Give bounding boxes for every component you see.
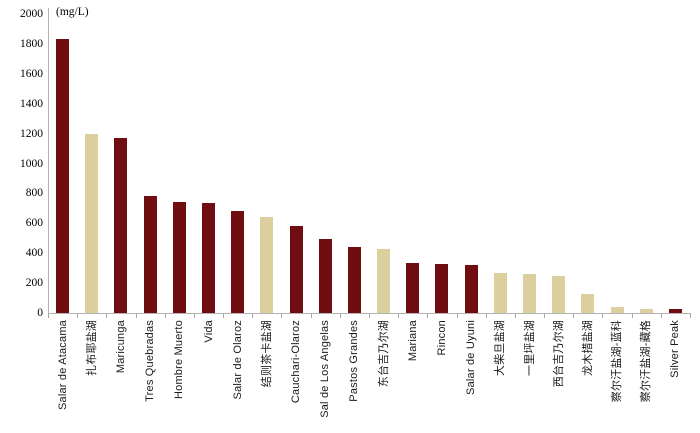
x-axis-tick [164,314,166,318]
x-axis-tick [427,314,429,318]
y-axis-tick-label: 1000 [20,157,43,170]
x-axis-label: Maricunga [114,320,127,374]
bar [668,309,682,313]
y-axis-line [48,8,49,313]
x-axis-tick [106,314,108,318]
x-axis-label: 结则茶卡盐湖 [260,320,273,388]
bar [377,249,391,313]
x-axis-tick [602,314,604,318]
x-axis-label: Salar de Olaroz [231,320,244,400]
x-axis-label: 东台吉乃尔湖 [377,320,390,388]
x-axis-tick [631,314,633,318]
x-axis-tick [48,314,49,318]
bar [464,265,478,313]
x-axis-tick [369,314,370,318]
x-axis-label: Silver Peak [669,320,682,378]
x-axis-label: Salar de Atacama [56,320,69,411]
x-axis-label: 察尔汗盐湖-藏格 [640,320,653,403]
x-axis-label: Sal de Los Angelas [319,320,332,418]
bar [114,138,128,313]
bar [406,262,420,313]
x-axis-label: Pastos Grandes [348,320,361,402]
x-axis-tick [544,314,546,318]
x-axis-label: 察尔汗盐湖-蓝科 [611,320,624,403]
x-axis-label: 扎布耶盐湖 [85,320,98,376]
bar [172,202,186,313]
y-axis-tick-label: 0 [37,307,43,319]
x-axis-label: 大柴旦盐湖 [494,320,507,376]
y-axis-unit-label: (mg/L) [56,6,89,18]
y-axis-tick-label: 1400 [20,97,43,110]
x-axis-tick [77,314,79,318]
bar [318,238,332,313]
x-axis-label: Hombre Muerto [173,320,186,400]
bar [435,264,449,313]
x-axis-label: 一里坪盐湖 [523,320,536,376]
x-axis-tick [514,314,516,318]
x-axis-label: Salar de Uyuni [465,320,478,395]
y-axis-tick-label: 1800 [20,37,43,50]
x-axis-tick [135,314,137,318]
bar [143,195,157,313]
x-axis-tick [281,314,283,318]
y-axis-tick-label: 800 [25,187,43,200]
bar [260,217,274,313]
y-axis-tick-label: 1600 [20,67,43,80]
x-axis-tick [310,314,312,318]
bar [231,211,245,313]
x-axis-tick [456,314,458,318]
bar [85,133,99,313]
y-axis-tick-label: 400 [25,247,43,260]
y-axis-tick-label: 2000 [20,8,43,20]
bar [347,247,361,313]
x-axis-tick [193,314,195,318]
x-axis-label: 西台吉乃尔湖 [552,320,565,388]
x-axis-tick [339,314,341,318]
x-axis-label: Cauchari-Olaroz [290,320,303,404]
x-axis-label: Vida [202,320,215,343]
bar [289,226,303,313]
bar [56,39,70,313]
x-axis-tick [573,314,575,318]
y-axis-tick-label: 1200 [20,127,43,140]
x-axis-tick [690,314,691,318]
bar [523,274,536,313]
y-axis-tick-label: 200 [25,277,43,290]
x-axis-tick [223,314,225,318]
bar [493,272,507,313]
x-axis-tick [485,314,487,318]
y-axis-tick-label: 600 [25,217,43,230]
bar [581,293,595,313]
x-axis-line [48,313,691,314]
x-axis-label: Rincon [435,320,448,356]
bar [639,308,653,313]
bar [552,276,566,313]
x-axis-tick [252,314,254,318]
x-axis-tick [660,314,662,318]
bar [610,307,624,313]
x-axis-label: 龙木措盐湖 [581,320,594,376]
x-axis-tick [398,314,400,318]
x-axis-label: Tres Quebradas [144,320,157,402]
x-axis-label: Mariana [406,320,419,362]
bar [202,203,215,313]
